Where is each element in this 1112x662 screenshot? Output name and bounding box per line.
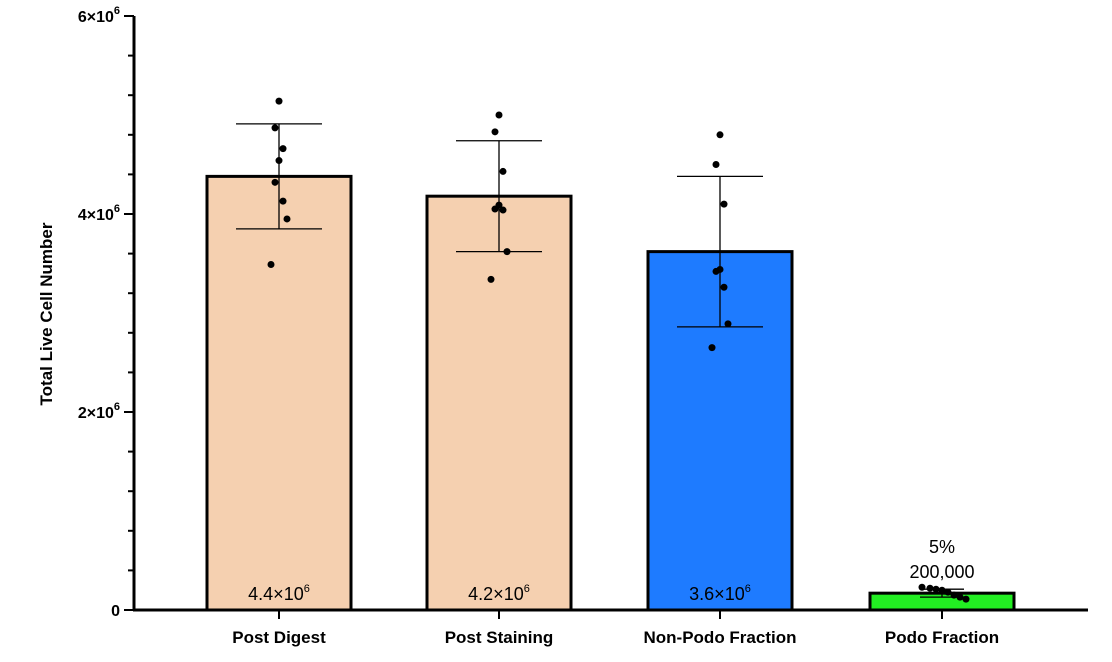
data-point-4-8 <box>962 595 970 603</box>
data-point-1-6 <box>279 197 287 205</box>
data-point-3-1 <box>716 131 724 139</box>
data-point-4-4 <box>938 586 946 594</box>
data-point-1-1 <box>275 97 283 105</box>
bar-1 <box>205 174 353 612</box>
data-point-2-1 <box>495 111 503 119</box>
category-label-1: Post Digest <box>232 628 326 647</box>
bar-value-label-1: 4.4×106 <box>248 583 310 604</box>
data-point-1-5 <box>271 178 279 186</box>
data-point-4-3 <box>932 585 940 593</box>
category-label-3: Non-Podo Fraction <box>644 628 797 647</box>
data-point-4-7 <box>956 593 964 601</box>
y-tick-label-1: 0 <box>111 603 120 620</box>
data-point-1-4 <box>275 157 283 165</box>
y-axis-title: Total Live Cell Number <box>37 222 56 405</box>
category-label-4: Podo Fraction <box>885 628 999 647</box>
data-point-4-2 <box>926 584 934 592</box>
y-tick-label-4: 6×106 <box>78 5 120 26</box>
category-label-2: Post Staining <box>445 628 554 647</box>
axes: 0 2×106 4×106 6×106 <box>78 5 1088 620</box>
bars <box>205 174 1016 612</box>
labels: 4.4×106 Post Digest 4.2×106 Post Staining 3.… <box>232 537 999 647</box>
bar-2 <box>425 194 573 612</box>
data-point-2-3 <box>499 167 507 175</box>
bar-value-label-2: 4.2×106 <box>468 583 530 604</box>
data-point-4-6 <box>950 591 958 599</box>
annotation-percent: 5% <box>929 537 955 557</box>
data-point-2-8 <box>487 275 495 283</box>
data-point-3-8 <box>708 344 716 352</box>
annotation-count: 200,000 <box>909 562 974 582</box>
data-point-4-5 <box>944 588 952 596</box>
data-point-2-6 <box>499 206 507 214</box>
data-point-3-6 <box>720 283 728 291</box>
data-point-2-7 <box>503 248 511 256</box>
data-point-4-1 <box>918 583 926 591</box>
bar-value-label-3: 3.6×106 <box>689 583 751 604</box>
data-point-3-2 <box>712 161 720 168</box>
data-point-1-8 <box>267 260 275 268</box>
data-point-1-2 <box>271 124 279 132</box>
data-points <box>267 97 970 603</box>
data-point-3-5 <box>712 267 720 275</box>
data-point-2-5 <box>491 205 499 213</box>
y-tick-label-2: 2×106 <box>78 401 120 422</box>
data-point-1-7 <box>283 215 291 223</box>
data-point-3-3 <box>720 200 728 208</box>
data-point-3-7 <box>724 320 732 328</box>
y-tick-label-3: 4×106 <box>78 203 120 224</box>
data-point-2-2 <box>491 128 499 136</box>
data-point-1-3 <box>279 145 287 153</box>
